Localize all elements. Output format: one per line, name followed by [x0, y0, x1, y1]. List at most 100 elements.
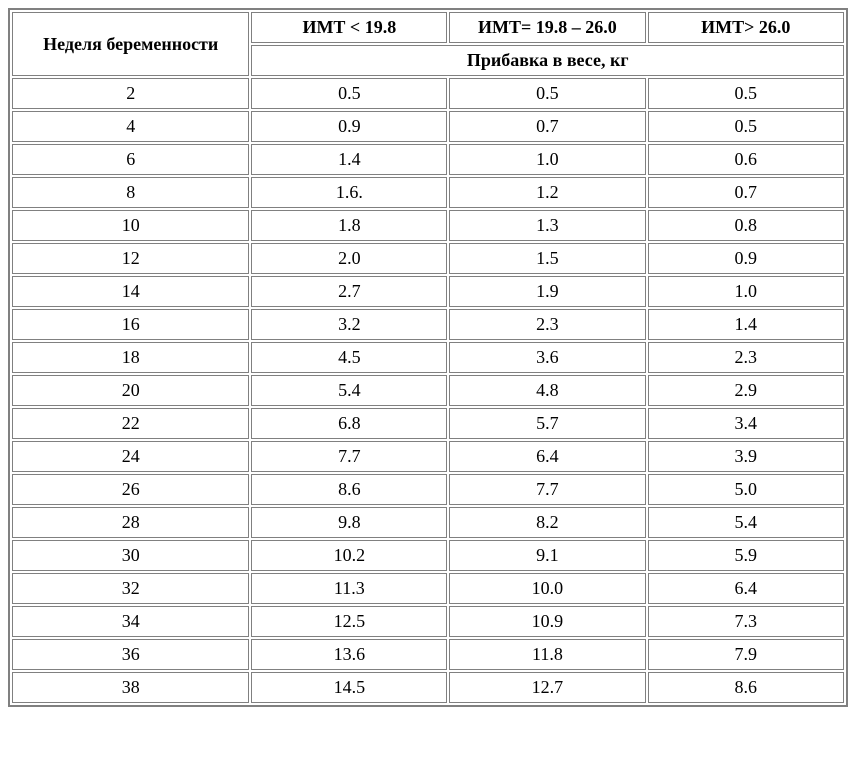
cell-bmi-mid: 1.3 [449, 210, 645, 241]
cell-week: 18 [12, 342, 249, 373]
cell-bmi-low: 1.4 [251, 144, 447, 175]
cell-bmi-mid: 8.2 [449, 507, 645, 538]
table-row: 40.90.70.5 [12, 111, 844, 142]
cell-bmi-low: 2.0 [251, 243, 447, 274]
cell-bmi-high: 0.6 [648, 144, 844, 175]
header-week: Неделя беременности [12, 12, 249, 76]
cell-bmi-high: 2.9 [648, 375, 844, 406]
cell-week: 4 [12, 111, 249, 142]
cell-bmi-mid: 1.5 [449, 243, 645, 274]
cell-bmi-low: 10.2 [251, 540, 447, 571]
cell-bmi-high: 0.5 [648, 78, 844, 109]
cell-week: 34 [12, 606, 249, 637]
cell-week: 14 [12, 276, 249, 307]
cell-week: 22 [12, 408, 249, 439]
table-row: 289.88.25.4 [12, 507, 844, 538]
table-row: 20.50.50.5 [12, 78, 844, 109]
cell-bmi-low: 0.5 [251, 78, 447, 109]
cell-bmi-mid: 10.0 [449, 573, 645, 604]
cell-bmi-low: 4.5 [251, 342, 447, 373]
cell-bmi-mid: 7.7 [449, 474, 645, 505]
cell-bmi-low: 7.7 [251, 441, 447, 472]
table-row: 184.53.62.3 [12, 342, 844, 373]
cell-week: 36 [12, 639, 249, 670]
cell-bmi-low: 5.4 [251, 375, 447, 406]
cell-bmi-high: 5.4 [648, 507, 844, 538]
table-row: 268.67.75.0 [12, 474, 844, 505]
cell-bmi-mid: 0.5 [449, 78, 645, 109]
cell-bmi-mid: 6.4 [449, 441, 645, 472]
cell-bmi-mid: 3.6 [449, 342, 645, 373]
table-row: 3211.310.06.4 [12, 573, 844, 604]
header-bmi-high: ИМТ> 26.0 [648, 12, 844, 43]
table-row: 3010.29.15.9 [12, 540, 844, 571]
cell-bmi-low: 12.5 [251, 606, 447, 637]
header-weight-gain: Прибавка в весе, кг [251, 45, 844, 76]
table-row: 142.71.91.0 [12, 276, 844, 307]
cell-bmi-high: 6.4 [648, 573, 844, 604]
cell-bmi-low: 13.6 [251, 639, 447, 670]
cell-bmi-mid: 1.2 [449, 177, 645, 208]
cell-bmi-low: 9.8 [251, 507, 447, 538]
header-bmi-low: ИМТ < 19.8 [251, 12, 447, 43]
cell-bmi-low: 11.3 [251, 573, 447, 604]
cell-bmi-mid: 11.8 [449, 639, 645, 670]
cell-week: 16 [12, 309, 249, 340]
cell-week: 32 [12, 573, 249, 604]
cell-bmi-low: 3.2 [251, 309, 447, 340]
cell-week: 30 [12, 540, 249, 571]
table-row: 101.81.30.8 [12, 210, 844, 241]
cell-bmi-low: 1.6. [251, 177, 447, 208]
cell-week: 38 [12, 672, 249, 703]
table-row: 247.76.43.9 [12, 441, 844, 472]
table-row: 3613.611.87.9 [12, 639, 844, 670]
cell-bmi-low: 8.6 [251, 474, 447, 505]
table-row: 3814.512.78.6 [12, 672, 844, 703]
cell-bmi-low: 1.8 [251, 210, 447, 241]
table-body: 20.50.50.540.90.70.561.41.00.681.6.1.20.… [12, 78, 844, 703]
cell-week: 20 [12, 375, 249, 406]
cell-week: 10 [12, 210, 249, 241]
cell-bmi-mid: 12.7 [449, 672, 645, 703]
cell-bmi-mid: 2.3 [449, 309, 645, 340]
cell-bmi-low: 14.5 [251, 672, 447, 703]
table-row: 81.6.1.20.7 [12, 177, 844, 208]
cell-bmi-high: 7.3 [648, 606, 844, 637]
cell-bmi-high: 5.9 [648, 540, 844, 571]
table-row: 205.44.82.9 [12, 375, 844, 406]
weight-gain-table: Неделя беременности ИМТ < 19.8 ИМТ= 19.8… [8, 8, 848, 707]
cell-bmi-high: 7.9 [648, 639, 844, 670]
cell-week: 12 [12, 243, 249, 274]
cell-week: 26 [12, 474, 249, 505]
table-row: 226.85.73.4 [12, 408, 844, 439]
cell-bmi-high: 2.3 [648, 342, 844, 373]
cell-week: 8 [12, 177, 249, 208]
cell-week: 6 [12, 144, 249, 175]
table-row: 163.22.31.4 [12, 309, 844, 340]
cell-bmi-high: 5.0 [648, 474, 844, 505]
cell-week: 28 [12, 507, 249, 538]
cell-bmi-high: 0.9 [648, 243, 844, 274]
cell-bmi-mid: 9.1 [449, 540, 645, 571]
cell-bmi-low: 6.8 [251, 408, 447, 439]
cell-bmi-mid: 1.0 [449, 144, 645, 175]
table-row: 61.41.00.6 [12, 144, 844, 175]
cell-bmi-low: 0.9 [251, 111, 447, 142]
cell-bmi-low: 2.7 [251, 276, 447, 307]
cell-bmi-mid: 0.7 [449, 111, 645, 142]
cell-bmi-high: 3.4 [648, 408, 844, 439]
cell-bmi-high: 0.8 [648, 210, 844, 241]
cell-bmi-mid: 1.9 [449, 276, 645, 307]
table-row: 3412.510.97.3 [12, 606, 844, 637]
header-bmi-mid: ИМТ= 19.8 – 26.0 [449, 12, 645, 43]
cell-week: 2 [12, 78, 249, 109]
cell-bmi-high: 0.7 [648, 177, 844, 208]
table-row: 122.01.50.9 [12, 243, 844, 274]
cell-bmi-mid: 5.7 [449, 408, 645, 439]
cell-week: 24 [12, 441, 249, 472]
cell-bmi-high: 8.6 [648, 672, 844, 703]
cell-bmi-high: 1.4 [648, 309, 844, 340]
header-row-1: Неделя беременности ИМТ < 19.8 ИМТ= 19.8… [12, 12, 844, 43]
cell-bmi-high: 3.9 [648, 441, 844, 472]
cell-bmi-high: 0.5 [648, 111, 844, 142]
